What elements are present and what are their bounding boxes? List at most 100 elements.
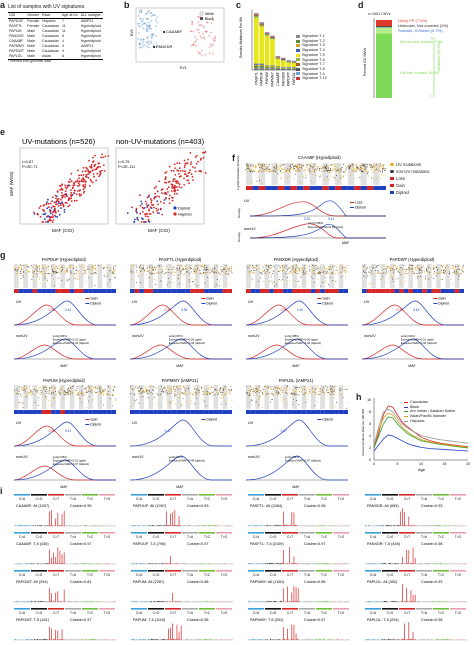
category-bar: [14, 532, 30, 534]
pca-point-white: [147, 30, 149, 33]
g-mutation-point: [103, 274, 105, 276]
g-mutation-point: [214, 266, 215, 268]
g-mutation-point: [218, 285, 220, 287]
spectrum-bar: [190, 524, 192, 526]
g-mutation-point: [60, 269, 62, 271]
spectrum-bar: [456, 525, 457, 526]
g-mutation-point: [325, 273, 327, 274]
category-bar: [31, 570, 47, 572]
g-mutation-point: [290, 393, 292, 395]
g-mutation-point: [206, 276, 208, 278]
f-mutation-point: [352, 163, 354, 165]
g-mutation-point: [86, 390, 88, 392]
f-mutation-point: [316, 167, 318, 169]
c-bar-segment: [270, 39, 275, 66]
spectrum-bar: [83, 563, 85, 564]
g-mutation-point: [335, 269, 337, 271]
g-mutation-point: [179, 268, 181, 270]
table-row: PANXDR Male Caucasian 6 Hyperdiploid: [8, 34, 103, 39]
g-mutation-point: [200, 272, 202, 274]
g-mutation-point: [372, 270, 374, 271]
g-mutation-point: [389, 268, 391, 270]
g-cn-segment: [162, 289, 168, 293]
f-title: CAAABF (Hypodiploid): [298, 155, 341, 160]
g-mutation-point: [203, 273, 204, 274]
f-mutation-point: [286, 170, 288, 172]
g-mutation-point: [227, 273, 229, 275]
spectrum-bar: [335, 524, 337, 526]
g-mutation-point: [346, 407, 347, 409]
g-mutation-point: [292, 273, 294, 274]
e-point: [84, 185, 87, 188]
g-mutation-point: [33, 270, 35, 272]
f-cn-segment: [284, 186, 291, 190]
g-cn-segment: [148, 289, 154, 293]
g-annot: Expected MAF=0.29 (gain): [169, 338, 202, 342]
g-mutation-point: [314, 270, 316, 272]
g-mutation-point: [163, 387, 165, 389]
g-mutation-point: [153, 269, 155, 271]
g-mutation-point: [441, 264, 443, 266]
g-mutation-point: [130, 270, 132, 272]
table-row: PAPLDL Male Asian 6 Hyperdiploid: [8, 54, 103, 60]
g-mutation-point: [289, 280, 291, 282]
category-label: T>G: [455, 497, 462, 501]
g-mutation-point: [381, 272, 383, 274]
g-mutation-point: [256, 266, 258, 268]
g-mutation-point: [428, 278, 430, 280]
e-point: [183, 184, 186, 186]
e-point: [86, 168, 88, 170]
g-peak-label: 0.42: [65, 308, 71, 312]
e-point: [167, 191, 169, 193]
f-mutation-point: [330, 163, 332, 165]
f-mutation-point: [275, 163, 277, 165]
spectrum-bar: [150, 563, 151, 564]
g-chrom-band: [246, 264, 251, 288]
spectrum-bar: [198, 525, 200, 526]
g-density-gain: [361, 344, 464, 360]
g-mutation-point: [342, 266, 344, 267]
table-row: PAPUM Male Caucasian 11 Hyperdiploid: [8, 29, 103, 34]
e-point: [83, 178, 85, 181]
f-mutation-point: [316, 169, 318, 171]
g-mutation-point: [194, 272, 196, 274]
f-mutation-point: [255, 166, 257, 168]
e-point: [64, 196, 66, 198]
g-mutation-point: [46, 392, 48, 394]
e-point: [146, 206, 149, 208]
g-mutation-point: [459, 265, 461, 267]
g-mutation-point: [203, 271, 205, 273]
g-mutation-point: [332, 271, 334, 273]
g-mutation-point: [141, 274, 143, 276]
e-point: [67, 199, 70, 202]
e-xlabel-2: MAF (CGI): [148, 228, 170, 233]
g-mutation-point: [317, 393, 319, 395]
f-mutation-point: [341, 176, 343, 178]
category-label: C>G: [153, 497, 160, 501]
f-mutation-point: [258, 171, 260, 173]
pca-point-white: [150, 37, 153, 39]
spectrum-bar: [315, 563, 317, 564]
g-mutation-point: [345, 388, 347, 390]
g-mutation-point: [45, 389, 47, 390]
g-mutation-point: [171, 390, 173, 392]
g-mutation-point: [39, 271, 41, 273]
spectrum-bar: [408, 550, 410, 564]
spectrum-bar: [420, 562, 421, 564]
g-mutation-point: [228, 389, 230, 391]
g-legend-swatch-diploid: [317, 419, 322, 420]
g-mutation-point: [215, 272, 217, 274]
f-mutation-point: [327, 167, 329, 169]
pca-point-black: [197, 16, 200, 18]
g-mutation-point: [103, 390, 105, 392]
e-point: [64, 190, 67, 193]
c-bar-segment: [259, 67, 264, 70]
g-mutation-point: [186, 264, 188, 266]
c-legend-item: Signature T-9: [296, 72, 327, 77]
spectrum-bar: [22, 525, 24, 526]
spectrum-bar: [399, 511, 401, 526]
g-mutation-point: [392, 276, 394, 278]
e-point: [64, 184, 67, 187]
f-mutation-point: [363, 168, 365, 170]
f-legend-swatch: [390, 191, 394, 194]
